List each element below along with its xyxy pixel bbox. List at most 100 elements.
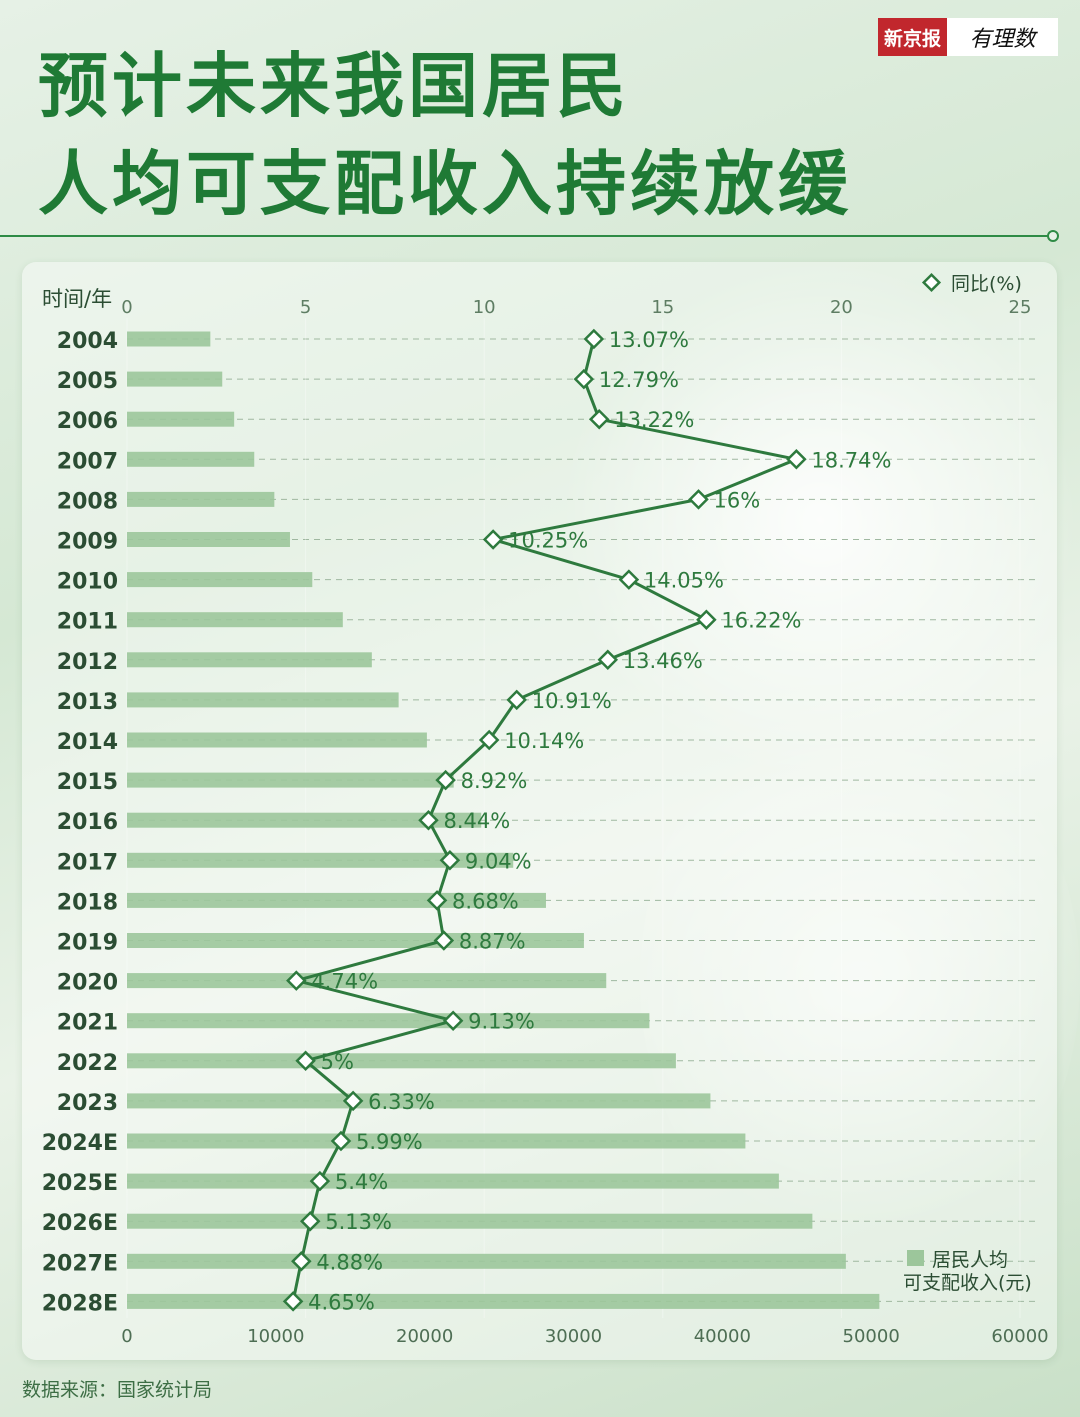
category-label: 2027E	[42, 1251, 118, 1276]
publisher-logo: 新京报 有理数	[878, 18, 1058, 56]
growth-marker	[597, 649, 619, 671]
growth-marker	[573, 368, 595, 390]
growth-label: 4.88%	[316, 1250, 383, 1274]
income-bar	[127, 652, 372, 668]
growth-marker	[418, 809, 439, 831]
category-label: 2026E	[42, 1211, 118, 1236]
category-label: 2009	[57, 530, 118, 555]
growth-marker	[433, 930, 455, 951]
income-bar	[127, 1133, 746, 1149]
growth-marker	[426, 890, 448, 911]
category-label: 2013	[57, 690, 118, 715]
growth-label: 6.33%	[368, 1090, 435, 1114]
growth-label: 13.46%	[623, 649, 703, 673]
category-label: 2010	[57, 570, 118, 595]
data-source: 数据来源：国家统计局	[22, 1379, 213, 1401]
income-bar	[127, 612, 343, 628]
divider-end-dot	[1047, 230, 1059, 242]
income-bar	[127, 973, 607, 989]
bottom-axis-tick: 60000	[991, 1326, 1048, 1347]
growth-marker	[342, 1090, 364, 1112]
category-label: 2012	[57, 650, 118, 675]
top-axis-tick: 5	[300, 297, 311, 318]
legend-bar-label-2: 可支配收入(元)	[903, 1272, 1032, 1294]
growth-label: 8.68%	[452, 889, 519, 913]
category-label: 2004	[57, 329, 118, 354]
top-axis-tick: 25	[1009, 297, 1032, 318]
income-bar	[127, 331, 211, 347]
growth-label: 13.07%	[609, 328, 689, 352]
growth-label: 5%	[321, 1050, 354, 1074]
income-bar	[127, 451, 255, 467]
income-bar	[127, 732, 427, 748]
income-bar	[127, 1173, 779, 1189]
income-bar	[127, 1013, 650, 1029]
income-bar	[127, 1053, 676, 1069]
growth-marker	[330, 1130, 352, 1152]
income-bar	[127, 572, 313, 588]
growth-label: 12.79%	[599, 368, 679, 392]
income-bar	[127, 692, 399, 708]
legend-bar-swatch	[907, 1250, 924, 1266]
growth-marker	[282, 1291, 304, 1312]
bottom-axis-tick: 10000	[247, 1326, 304, 1347]
growth-label: 9.04%	[465, 849, 532, 873]
top-axis-tick: 20	[830, 297, 853, 318]
category-label: 2018	[57, 890, 118, 915]
income-bar	[127, 1093, 711, 1109]
growth-marker	[588, 408, 610, 430]
income-bar	[127, 852, 514, 868]
category-label: 2017	[57, 850, 118, 875]
legend-bar-label-1: 居民人均	[932, 1249, 1008, 1271]
growth-marker	[506, 689, 527, 711]
category-label: 2011	[57, 610, 118, 635]
growth-label: 8.92%	[461, 769, 528, 793]
category-label: 2016	[57, 810, 118, 835]
category-label: 2023	[57, 1091, 118, 1116]
income-bar	[127, 772, 454, 788]
growth-marker	[482, 529, 504, 550]
growth-label: 10.14%	[504, 729, 584, 753]
growth-marker	[295, 1050, 316, 1072]
growth-marker	[688, 489, 709, 510]
category-label: 2024E	[42, 1131, 118, 1156]
growth-label: 5.99%	[356, 1130, 423, 1154]
income-bar	[127, 491, 275, 507]
income-bar	[127, 1213, 813, 1229]
growth-label: 18.74%	[811, 448, 891, 472]
growth-label: 10.25%	[508, 529, 588, 553]
bottom-axis-tick: 30000	[545, 1326, 602, 1347]
growth-marker	[435, 769, 456, 791]
growth-label: 16%	[714, 488, 761, 512]
category-label: 2006	[57, 409, 118, 434]
income-bar	[127, 812, 482, 828]
category-label: 2005	[57, 369, 118, 394]
income-bar	[127, 933, 584, 948]
logo-brand: 新京报	[878, 18, 948, 56]
category-label: 2022	[57, 1051, 118, 1076]
logo-sub: 有理数	[947, 18, 1058, 56]
growth-label: 5.13%	[325, 1210, 392, 1234]
growth-marker	[618, 569, 640, 590]
growth-label: 4.65%	[308, 1290, 375, 1314]
title-line-2: 人均可支配收入持续放缓	[38, 143, 852, 225]
bottom-axis-tick: 40000	[694, 1326, 751, 1347]
growth-marker	[786, 449, 807, 470]
growth-label: 5.4%	[335, 1170, 388, 1194]
growth-label: 16.22%	[721, 609, 801, 633]
growth-label: 14.05%	[644, 569, 724, 593]
legend-line-marker	[921, 272, 942, 293]
top-axis-tick: 15	[651, 297, 674, 318]
growth-label: 8.44%	[443, 809, 510, 833]
growth-label: 13.22%	[614, 408, 694, 432]
growth-marker	[299, 1210, 321, 1232]
bottom-axis-tick: 50000	[843, 1326, 900, 1347]
growth-marker	[291, 1251, 312, 1272]
top-axis-tick: 10	[473, 297, 496, 318]
category-label: 2021	[57, 1011, 118, 1036]
category-label: 2019	[57, 931, 118, 956]
growth-marker	[696, 609, 717, 630]
bottom-axis-tick: 20000	[396, 1326, 453, 1347]
top-axis-tick: 0	[121, 297, 132, 318]
